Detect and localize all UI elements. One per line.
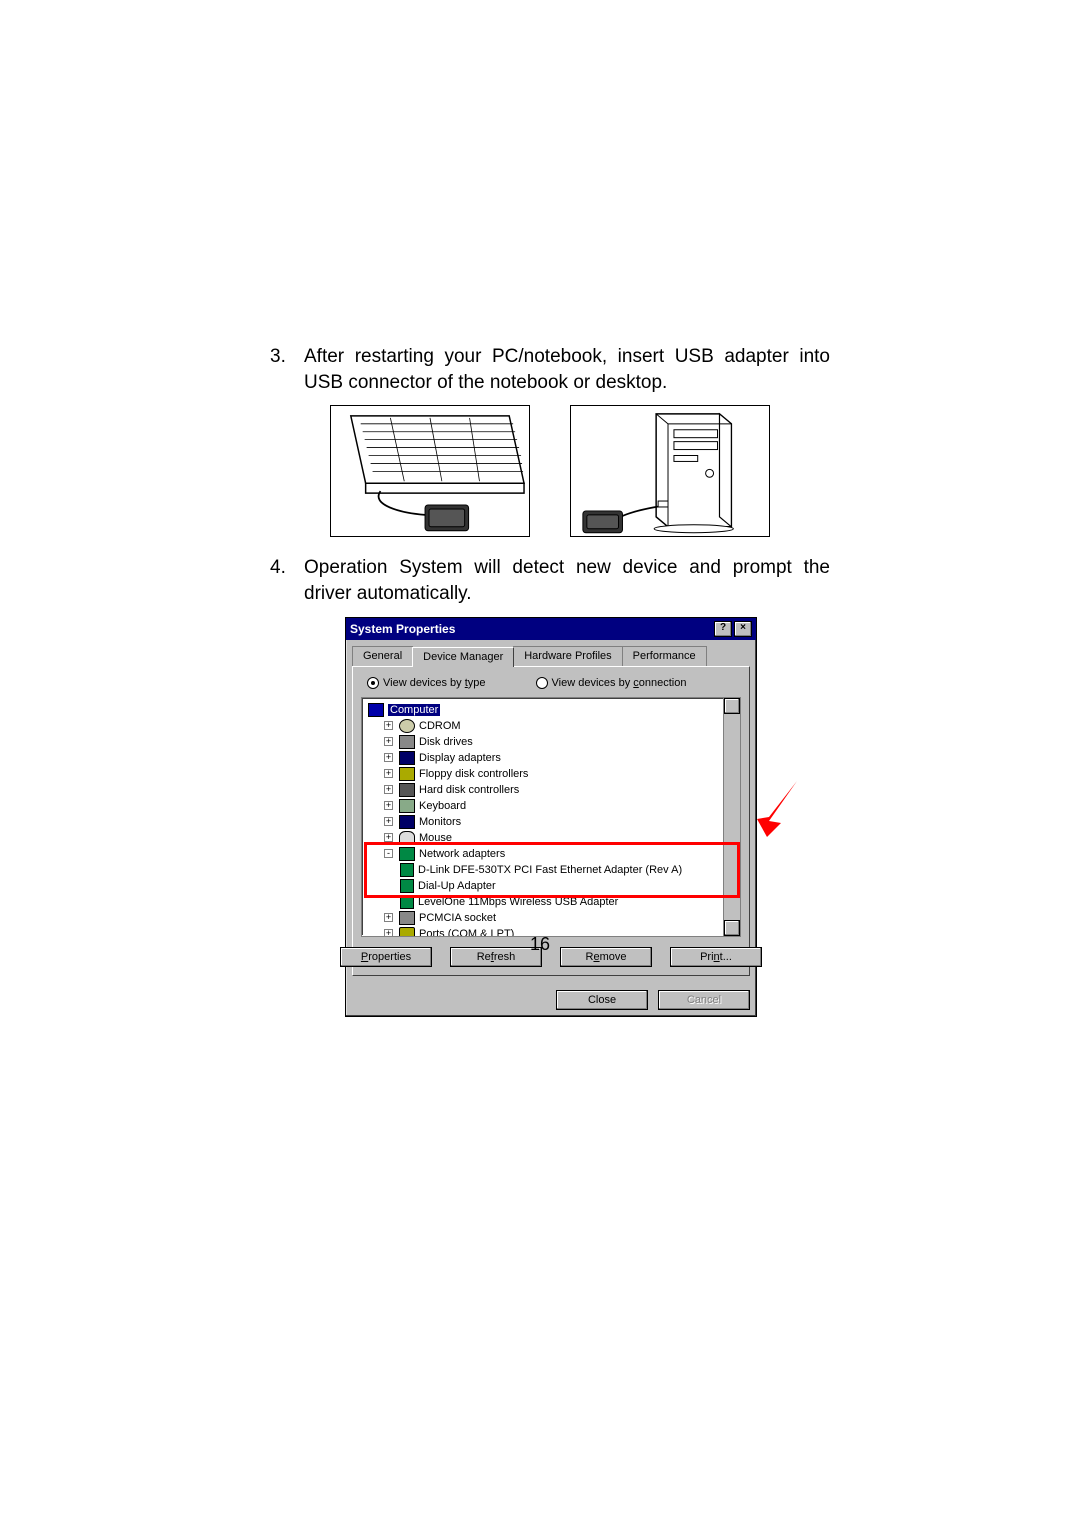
tree-label: LevelOne 11Mbps Wireless USB Adapter — [418, 896, 618, 908]
radio-dot-icon — [536, 677, 548, 689]
tree-label: Dial-Up Adapter — [418, 880, 496, 892]
tree-label: Network adapters — [419, 848, 505, 860]
tree-root-label: Computer — [388, 704, 440, 716]
tab-general[interactable]: General — [352, 646, 413, 666]
tab-strip: General Device Manager Hardware Profiles… — [346, 640, 756, 666]
keyboard-icon — [399, 799, 415, 813]
expand-icon[interactable]: + — [384, 769, 393, 778]
tree-item-monitors[interactable]: + Monitors — [368, 814, 740, 830]
scroll-up-icon[interactable] — [724, 698, 740, 714]
radio-by-connection[interactable]: View devices by connection — [536, 677, 687, 689]
tree-label: Display adapters — [419, 752, 501, 764]
tower-illustration — [570, 405, 770, 537]
expand-icon[interactable]: + — [384, 801, 393, 810]
tree-item-mouse[interactable]: + Mouse — [368, 830, 740, 846]
dialog-bottom-row: Close Cancel — [346, 982, 756, 1016]
tree-label: Disk drives — [419, 736, 473, 748]
expand-icon[interactable]: + — [384, 737, 393, 746]
expand-icon[interactable]: + — [384, 833, 393, 842]
page-number: 16 — [0, 934, 1080, 955]
computer-icon — [368, 703, 384, 717]
tree-item-cdrom[interactable]: + CDROM — [368, 718, 740, 734]
tree-label: CDROM — [419, 720, 461, 732]
tree-scrollbar[interactable] — [723, 698, 740, 936]
step-4-text: Operation System will detect new device … — [304, 555, 830, 606]
dialog-title: System Properties — [350, 622, 455, 636]
help-icon[interactable]: ? — [714, 621, 732, 637]
adapter-icon — [400, 879, 414, 893]
tree-item-disk-drives[interactable]: + Disk drives — [368, 734, 740, 750]
system-properties-dialog: System Properties ? × General Device Man… — [345, 617, 757, 1017]
mouse-icon — [399, 831, 415, 845]
display-icon — [399, 751, 415, 765]
radio-by-connection-label: View devices by connection — [552, 677, 687, 689]
dialog-wrapper: System Properties ? × General Device Man… — [345, 617, 755, 1017]
view-mode-radios: View devices by type View devices by con… — [361, 677, 741, 697]
monitor-icon — [399, 815, 415, 829]
tree-item-net-adapter-0[interactable]: D-Link DFE-530TX PCI Fast Ethernet Adapt… — [368, 862, 740, 878]
step-3: 3. After restarting your PC/notebook, in… — [270, 344, 830, 395]
expand-icon[interactable]: + — [384, 785, 393, 794]
document-page: 3. After restarting your PC/notebook, in… — [0, 0, 1080, 1528]
disk-icon — [399, 735, 415, 749]
tree-item-floppy[interactable]: + Floppy disk controllers — [368, 766, 740, 782]
tree-label: Keyboard — [419, 800, 466, 812]
floppy-icon — [399, 767, 415, 781]
tree-label: PCMCIA socket — [419, 912, 496, 924]
dialog-titlebar[interactable]: System Properties ? × — [346, 618, 756, 640]
adapter-icon — [400, 895, 414, 909]
content-area: 3. After restarting your PC/notebook, in… — [270, 344, 830, 1017]
adapter-icon — [400, 863, 414, 877]
device-manager-panel: View devices by type View devices by con… — [352, 666, 750, 976]
cancel-button: Cancel — [658, 990, 750, 1010]
expand-icon[interactable]: + — [384, 753, 393, 762]
tree-root[interactable]: Computer — [368, 702, 740, 718]
cdrom-icon — [399, 719, 415, 733]
tree-item-net-adapter-2[interactable]: LevelOne 11Mbps Wireless USB Adapter — [368, 894, 740, 910]
tree-item-network-adapters[interactable]: - Network adapters — [368, 846, 740, 862]
radio-by-type-label: View devices by type — [383, 677, 486, 689]
tree-item-net-adapter-1[interactable]: Dial-Up Adapter — [368, 878, 740, 894]
tab-performance[interactable]: Performance — [622, 646, 707, 666]
tree-item-display-adapters[interactable]: + Display adapters — [368, 750, 740, 766]
radio-dot-icon — [367, 677, 379, 689]
step-3-text: After restarting your PC/notebook, inser… — [304, 344, 830, 395]
step-4: 4. Operation System will detect new devi… — [270, 555, 830, 606]
expand-icon[interactable]: + — [384, 913, 393, 922]
laptop-illustration — [330, 405, 530, 537]
close-icon[interactable]: × — [734, 621, 752, 637]
pcmcia-icon — [399, 911, 415, 925]
expand-icon[interactable]: + — [384, 817, 393, 826]
hdd-icon — [399, 783, 415, 797]
step-3-number: 3. — [270, 344, 304, 370]
expand-icon[interactable]: + — [384, 721, 393, 730]
tree-item-keyboard[interactable]: + Keyboard — [368, 798, 740, 814]
radio-by-type[interactable]: View devices by type — [367, 677, 486, 689]
tree-item-pcmcia[interactable]: + PCMCIA socket — [368, 910, 740, 926]
network-icon — [399, 847, 415, 861]
collapse-icon[interactable]: - — [384, 849, 393, 858]
tree-label: Floppy disk controllers — [419, 768, 528, 780]
tree-label: Monitors — [419, 816, 461, 828]
device-tree[interactable]: Computer + CDROM + Disk drives — [361, 697, 741, 937]
step-4-number: 4. — [270, 555, 304, 581]
tree-label: Mouse — [419, 832, 452, 844]
close-button[interactable]: Close — [556, 990, 648, 1010]
tree-label: Hard disk controllers — [419, 784, 519, 796]
tree-item-hdd[interactable]: + Hard disk controllers — [368, 782, 740, 798]
tab-hardware-profiles[interactable]: Hardware Profiles — [513, 646, 622, 666]
illustration-row — [270, 405, 830, 537]
tab-device-manager[interactable]: Device Manager — [412, 647, 514, 667]
tree-label: D-Link DFE-530TX PCI Fast Ethernet Adapt… — [418, 864, 682, 876]
